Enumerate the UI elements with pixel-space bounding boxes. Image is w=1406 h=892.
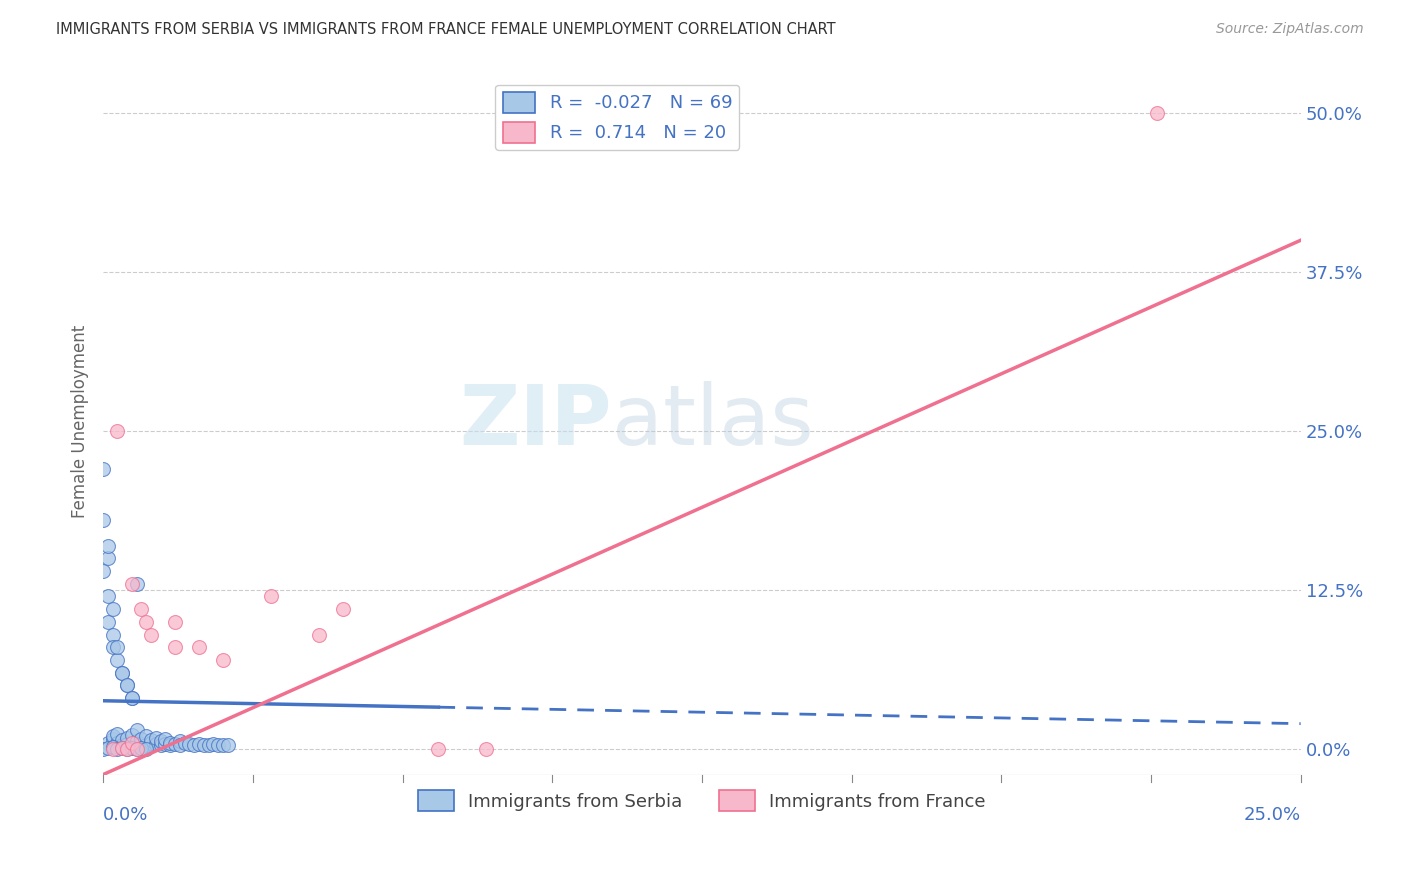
Point [111,665,134,680]
Point [111,740,134,755]
Point [145,731,167,745]
Point [1146,106,1168,120]
Point [97,615,120,629]
Point [107,640,129,655]
Point [111,665,134,680]
Point [332,602,354,616]
Point [115,678,138,692]
Point [308,627,330,641]
Point [212,653,235,667]
Point [115,678,138,692]
Point [139,733,162,747]
Y-axis label: Female Unemployment: Female Unemployment [72,325,89,518]
Point [163,737,186,751]
Point [111,733,134,747]
Text: IMMIGRANTS FROM SERBIA VS IMMIGRANTS FROM FRANCE FEMALE UNEMPLOYMENT CORRELATION: IMMIGRANTS FROM SERBIA VS IMMIGRANTS FRO… [56,22,835,37]
Point [475,742,498,756]
Point [115,742,138,756]
Point [173,736,195,750]
Point [125,734,148,748]
Point [135,615,157,629]
Point [107,653,129,667]
Point [131,740,153,755]
Point [125,742,148,756]
Point [212,739,235,753]
Point [121,739,143,754]
Point [163,640,186,655]
Point [187,640,209,655]
Point [207,739,229,753]
Point [145,737,167,751]
Point [111,739,134,753]
Point [107,736,129,750]
Text: 0.0%: 0.0% [103,806,149,824]
Point [121,576,143,591]
Point [135,730,157,744]
Point [131,731,153,746]
Point [121,691,143,706]
Point [115,742,138,756]
Point [91,462,114,476]
Point [97,590,120,604]
Point [197,739,219,753]
Point [159,736,181,750]
Text: Source: ZipAtlas.com: Source: ZipAtlas.com [1216,22,1364,37]
Point [97,551,120,566]
Point [169,739,191,753]
Point [101,742,124,756]
Point [107,424,129,438]
Point [125,576,148,591]
Point [107,727,129,741]
Point [155,731,177,746]
Point [135,742,157,756]
Text: ZIP: ZIP [460,381,612,462]
Point [217,739,239,753]
Point [169,734,191,748]
Point [101,739,124,754]
Point [193,739,215,753]
Point [125,723,148,737]
Point [179,737,201,751]
Point [260,590,283,604]
Point [101,640,124,655]
Point [159,739,181,753]
Legend: Immigrants from Serbia, Immigrants from France: Immigrants from Serbia, Immigrants from … [411,783,993,819]
Point [139,736,162,750]
Point [111,740,134,755]
Point [107,742,129,756]
Point [149,739,172,753]
Point [149,734,172,748]
Point [427,742,450,756]
Point [121,728,143,742]
Point [91,742,114,756]
Text: 25.0%: 25.0% [1243,806,1301,824]
Point [97,736,120,750]
Point [135,739,157,753]
Point [183,739,205,753]
Point [101,731,124,746]
Point [101,730,124,744]
Point [202,737,225,751]
Point [101,627,124,641]
Point [163,615,186,629]
Point [187,737,209,751]
Point [131,602,153,616]
Point [115,737,138,751]
Point [97,539,120,553]
Point [121,691,143,706]
Point [131,737,153,751]
Point [101,602,124,616]
Text: atlas: atlas [612,381,814,462]
Point [97,740,120,755]
Point [125,742,148,756]
Point [115,731,138,745]
Point [91,513,114,527]
Point [121,736,143,750]
Point [91,564,114,578]
Point [139,627,162,641]
Point [121,740,143,755]
Point [155,737,177,751]
